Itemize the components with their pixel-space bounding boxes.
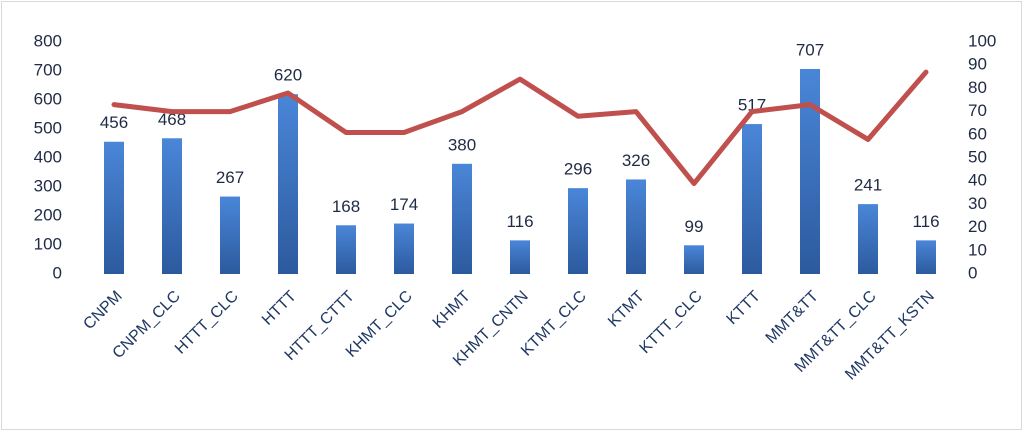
- bar: [162, 138, 182, 274]
- bar: [568, 188, 588, 274]
- data-label: 380: [448, 135, 476, 154]
- bar: [800, 68, 820, 274]
- y-tick-label: 0: [53, 263, 62, 282]
- y2-tick-label: 90: [968, 55, 987, 74]
- data-label: 296: [564, 160, 592, 179]
- y2-tick-label: 40: [968, 171, 987, 190]
- bar: [336, 225, 356, 274]
- y-tick-label: 200: [34, 205, 62, 224]
- y-tick-label: 700: [34, 60, 62, 79]
- data-label: 456: [100, 113, 128, 132]
- y-tick-label: 500: [34, 118, 62, 137]
- y-tick-label: 100: [34, 234, 62, 253]
- data-label: 620: [274, 66, 302, 85]
- data-label: 326: [622, 151, 650, 170]
- y2-tick-label: 20: [968, 217, 987, 236]
- bar: [278, 94, 298, 274]
- y-tick-label: 600: [34, 89, 62, 108]
- y2-tick-label: 80: [968, 78, 987, 97]
- data-label: 241: [854, 176, 882, 195]
- data-label: 707: [796, 40, 824, 59]
- bar: [858, 204, 878, 274]
- y2-tick-label: 60: [968, 124, 987, 143]
- bar: [916, 240, 936, 274]
- bar: [626, 179, 646, 274]
- y2-tick-label: 10: [968, 240, 987, 259]
- y-tick-label: 400: [34, 147, 62, 166]
- y-tick-label: 300: [34, 176, 62, 195]
- bar: [684, 245, 704, 274]
- data-label: 116: [912, 212, 939, 231]
- y2-tick-label: 0: [968, 263, 977, 282]
- data-label: 116: [506, 212, 533, 231]
- data-label: 99: [685, 217, 704, 236]
- bar: [742, 124, 762, 274]
- data-label: 168: [332, 197, 360, 216]
- data-label: 468: [158, 110, 186, 129]
- bar: [394, 223, 414, 274]
- bar: [452, 163, 472, 274]
- y-tick-label: 800: [34, 31, 62, 50]
- y2-tick-label: 30: [968, 194, 987, 213]
- bar: [104, 141, 124, 274]
- y2-tick-label: 70: [968, 101, 987, 120]
- bar: [220, 196, 240, 274]
- line: [111, 69, 929, 187]
- y2-tick-label: 100: [968, 31, 996, 50]
- bar: [510, 240, 530, 274]
- y2-tick-label: 50: [968, 147, 987, 166]
- data-label: 267: [216, 168, 244, 187]
- data-label: 174: [390, 195, 418, 214]
